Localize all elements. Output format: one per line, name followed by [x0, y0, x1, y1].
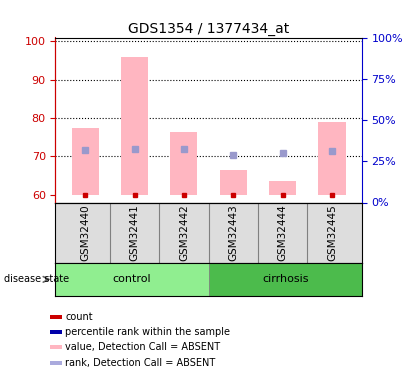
Text: GSM32441: GSM32441	[129, 204, 139, 261]
Bar	[269, 182, 296, 195]
Text: rank, Detection Call = ABSENT: rank, Detection Call = ABSENT	[65, 358, 215, 368]
Title: GDS1354 / 1377434_at: GDS1354 / 1377434_at	[128, 22, 289, 36]
Text: GSM32445: GSM32445	[327, 204, 337, 261]
Text: count: count	[65, 312, 93, 322]
Bar	[49, 330, 62, 334]
Text: GSM32440: GSM32440	[80, 204, 90, 261]
Bar	[49, 361, 62, 365]
Bar	[49, 345, 62, 349]
Bar	[121, 57, 148, 195]
Bar	[209, 262, 362, 296]
Text: control: control	[113, 274, 151, 284]
Bar	[49, 315, 62, 319]
Text: GSM32442: GSM32442	[179, 204, 189, 261]
Bar	[55, 262, 209, 296]
Bar	[170, 132, 197, 195]
Text: value, Detection Call = ABSENT: value, Detection Call = ABSENT	[65, 342, 220, 352]
Text: cirrhosis: cirrhosis	[262, 274, 308, 284]
Text: GSM32443: GSM32443	[228, 204, 238, 261]
Text: disease state: disease state	[4, 274, 69, 284]
Bar	[319, 122, 346, 195]
Text: GSM32444: GSM32444	[278, 204, 288, 261]
Bar	[220, 170, 247, 195]
Bar	[72, 128, 99, 195]
Text: percentile rank within the sample: percentile rank within the sample	[65, 327, 230, 337]
